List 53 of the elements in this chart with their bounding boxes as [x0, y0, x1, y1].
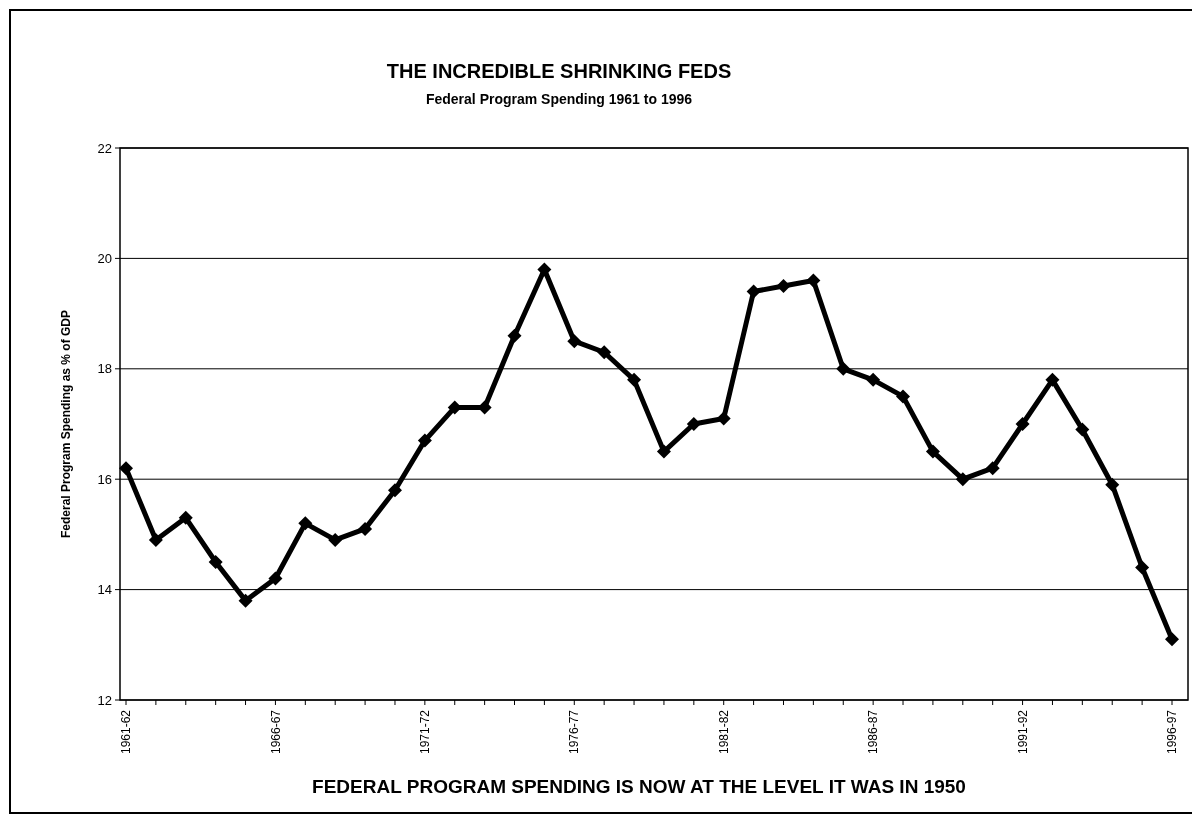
- point: [238, 593, 253, 608]
- y-tick-label: 22: [97, 140, 112, 156]
- point: [567, 334, 582, 349]
- x-tick-label: 1981-82: [716, 709, 731, 755]
- y-tick-label: 20: [97, 250, 112, 266]
- point: [656, 444, 671, 459]
- point: [896, 389, 911, 404]
- point: [985, 461, 1000, 476]
- text: FEDERAL PROGRAM SPENDING IS NOW AT THE LEVEL IT WAS IN 1950: [312, 776, 966, 797]
- point: [358, 521, 373, 536]
- x-tick-label: 1971-72: [418, 709, 433, 755]
- point: [716, 411, 731, 426]
- point: [119, 461, 133, 476]
- point: [746, 284, 761, 299]
- y-tick-label: 14: [97, 582, 112, 598]
- point: [268, 571, 283, 586]
- point: [1165, 632, 1179, 647]
- point: [1105, 477, 1120, 492]
- y-tick-label: 18: [97, 361, 112, 377]
- point: [597, 345, 612, 360]
- point: [328, 532, 343, 547]
- point: [776, 279, 791, 293]
- y-tick-label: 16: [97, 471, 112, 487]
- point: [836, 361, 851, 376]
- point: [1015, 417, 1030, 431]
- point: [148, 532, 163, 547]
- point: [1075, 422, 1090, 437]
- x-tick-label: 1991-92: [1015, 709, 1030, 755]
- point: [925, 444, 940, 459]
- y-axis-title: Federal Program Spending as % of GDP: [59, 309, 73, 539]
- chart-subtitle: Federal Program Spending 1961 to 1996: [425, 91, 693, 107]
- point: [507, 328, 522, 343]
- x-tick-label: 1961-62: [119, 709, 134, 755]
- point: [955, 472, 970, 487]
- chart-title: THE INCREDIBLE SHRINKING FEDS: [386, 60, 732, 82]
- point: [627, 372, 642, 387]
- point: [1135, 560, 1150, 575]
- point: [686, 417, 701, 431]
- x-tick-label: 1996-97: [1165, 709, 1180, 755]
- y-tick-label: 12: [97, 692, 112, 708]
- point: [866, 372, 881, 387]
- point: [178, 510, 193, 525]
- point: [447, 400, 462, 415]
- x-tick-label: 1986-87: [866, 709, 881, 755]
- point: [208, 555, 223, 569]
- point: [1045, 372, 1060, 387]
- x-tick-label: 1976-77: [567, 709, 582, 755]
- x-tick-label: 1966-67: [268, 709, 283, 755]
- point: [387, 483, 402, 498]
- point: [417, 433, 432, 448]
- point: [537, 262, 552, 277]
- point: [298, 516, 313, 531]
- point: [806, 273, 821, 288]
